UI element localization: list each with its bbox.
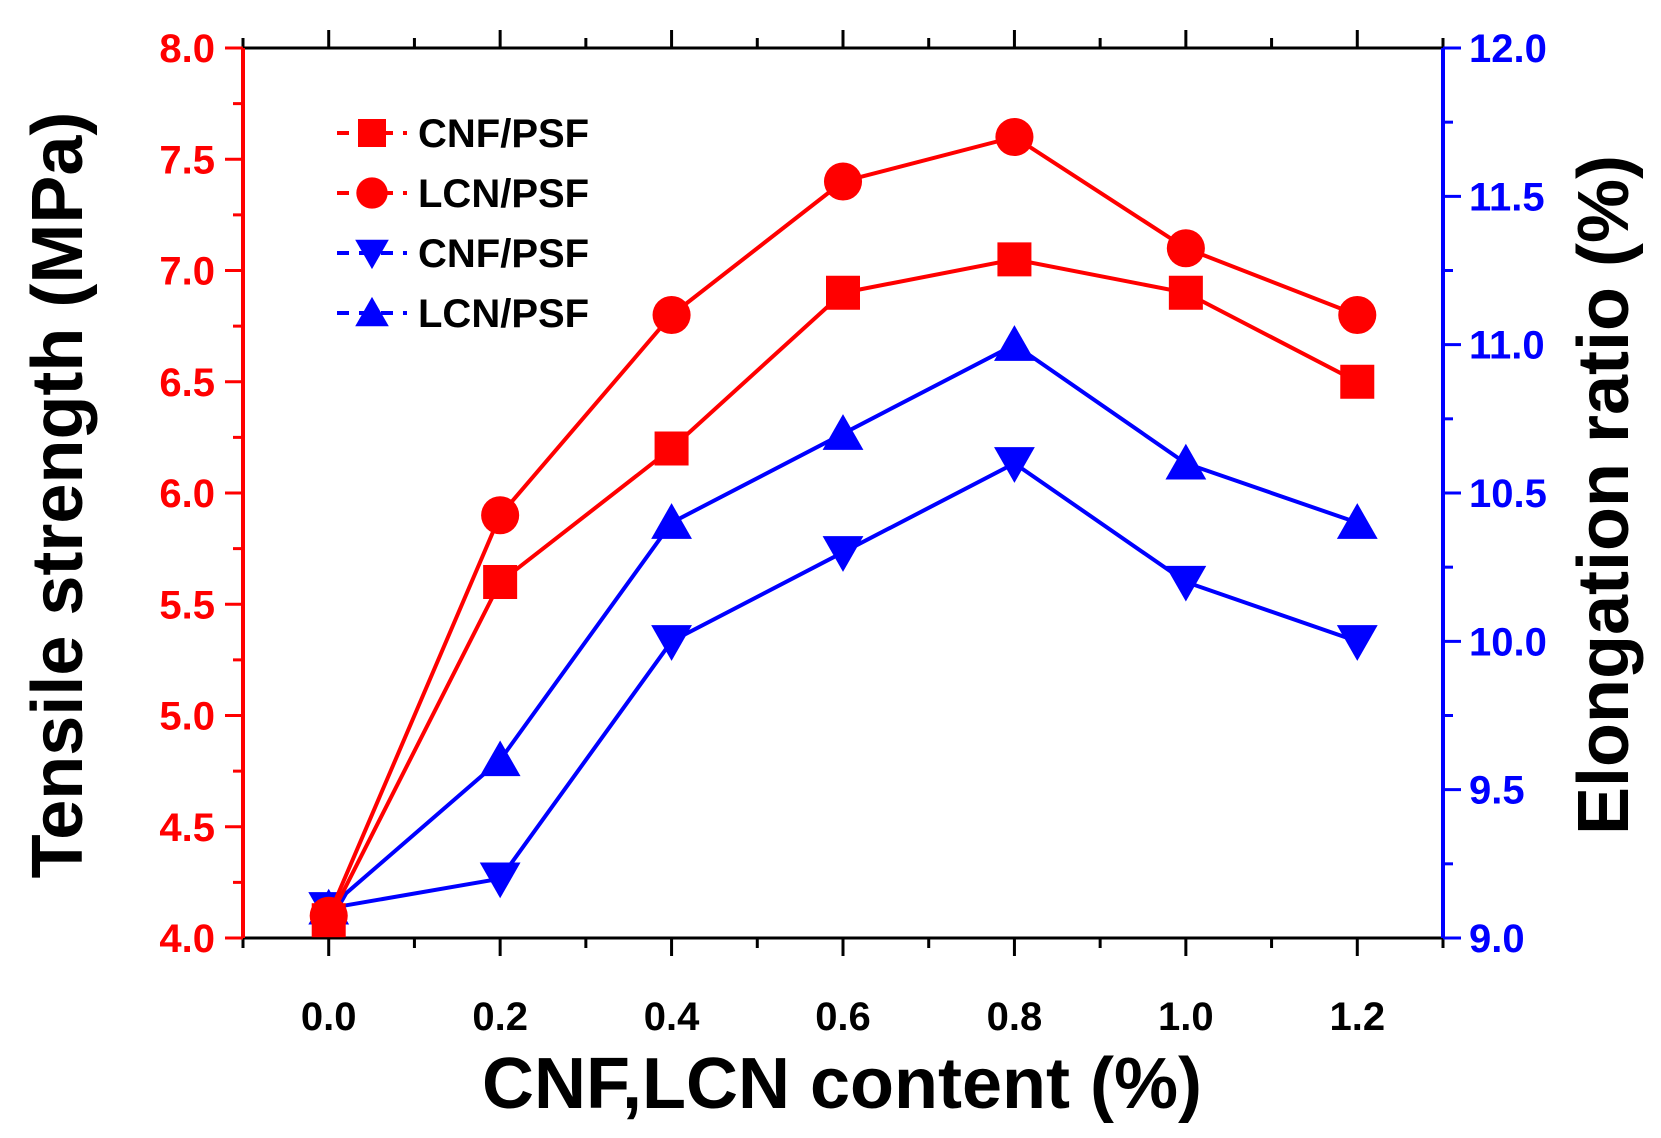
series-line (328, 461, 1358, 911)
right-y-tick-label: 12.0 (1469, 27, 1547, 71)
legend-marker (355, 296, 389, 327)
data-point (1168, 275, 1203, 310)
legend-label: LCN/PSF (418, 172, 589, 216)
right-y-tick-label: 9.0 (1469, 917, 1525, 961)
legend-marker (355, 239, 389, 270)
left-y-tick-label: 6.5 (159, 361, 215, 405)
series-triangle-down-right (308, 447, 1378, 928)
x-tick-label: 1.2 (1329, 995, 1385, 1039)
data-point (651, 625, 692, 661)
legend-item: CNF/PSF (337, 112, 589, 156)
x-tick-label: 0.6 (815, 995, 871, 1039)
data-point (995, 117, 1034, 157)
data-point (1166, 229, 1205, 268)
legend-item: LCN/PSF (337, 172, 589, 216)
left-y-tick-label: 4.5 (159, 806, 215, 850)
right-y-tick-label: 10.0 (1469, 620, 1547, 664)
data-point (651, 503, 692, 539)
legend-marker (358, 119, 386, 147)
left-y-tick-label: 4.0 (159, 917, 215, 961)
data-point (822, 414, 864, 450)
left-y-tick-label: 7.5 (159, 138, 215, 182)
x-axis-title: CNF,LCN content (%) (482, 1044, 1202, 1124)
data-point (1340, 364, 1375, 399)
left-y-tick-label: 5.0 (159, 695, 215, 739)
data-point (1165, 443, 1207, 480)
data-point (1336, 625, 1378, 661)
data-point (1336, 503, 1378, 539)
left-y-axis-title: Tensile strength (MPa) (18, 112, 98, 879)
left-y-tick-label: 7.0 (159, 250, 215, 294)
x-tick-label: 0.0 (301, 995, 357, 1039)
right-y-tick-label: 9.5 (1469, 769, 1525, 813)
legend-marker (356, 177, 388, 209)
data-point (654, 431, 689, 466)
series-circle-left (309, 117, 1377, 935)
data-point (309, 896, 348, 935)
legend-label: LCN/PSF (418, 292, 589, 336)
x-tick-label: 0.8 (987, 995, 1043, 1039)
data-point (994, 447, 1035, 483)
series-square-left (311, 242, 1375, 938)
legend-item: CNF/PSF (337, 232, 589, 276)
data-point (479, 862, 521, 899)
legend-label: CNF/PSF (418, 112, 589, 156)
data-point (652, 295, 691, 335)
series-layer (308, 117, 1378, 938)
data-point (826, 275, 860, 310)
right-y-tick-label: 11.5 (1469, 175, 1545, 219)
data-point (823, 162, 863, 201)
left-y-tick-label: 6.0 (159, 472, 215, 516)
x-tick-label: 0.2 (472, 995, 528, 1039)
right-y-tick-label: 10.5 (1469, 472, 1547, 516)
data-point (481, 496, 520, 535)
data-point (1338, 295, 1377, 335)
right-y-tick-label: 11.0 (1469, 324, 1545, 368)
right-y-axis-title: Elongation ratio (%) (1564, 155, 1644, 835)
left-y-tick-label: 8.0 (159, 27, 215, 71)
axes-layer: 0.0 0.2 0.4 0.6 0.8 1.0 1.2 4.0 4.5 5.0 5.5 6.0 6.5 7… (159, 27, 1546, 1039)
data-point (479, 740, 521, 777)
series-triangle-up-right (308, 325, 1378, 925)
legend: CNF/PSF LCN/PSF CNF/PSF LCN/PSF (337, 112, 589, 336)
data-point (822, 536, 864, 572)
x-tick-label: 0.4 (644, 995, 700, 1039)
legend-item: LCN/PSF (337, 292, 589, 336)
left-y-tick-label: 5.5 (159, 583, 215, 627)
x-tick-label: 1.0 (1158, 995, 1214, 1039)
legend-label: CNF/PSF (418, 232, 589, 276)
data-point (483, 565, 518, 599)
data-point (997, 242, 1032, 277)
data-point (994, 325, 1035, 361)
data-point (1165, 565, 1207, 602)
